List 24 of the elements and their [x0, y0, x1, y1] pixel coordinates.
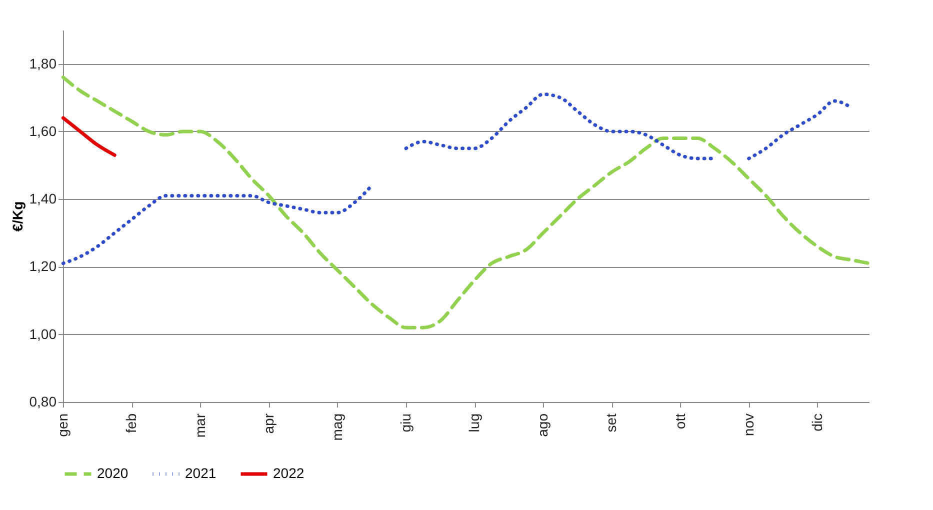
x-tick-label: lug	[466, 414, 482, 432]
line-series	[61, 116, 116, 157]
x-tick-label: apr	[260, 413, 276, 434]
x-tick-label: gen	[54, 414, 71, 437]
x-tick-label: feb	[123, 413, 140, 433]
y-tick-label: 1,60	[29, 122, 57, 139]
y-tick-label: 1,20	[29, 258, 57, 274]
x-tick-label: dic	[808, 414, 825, 432]
legend-label: 2022	[273, 465, 304, 481]
y-tick-label: 1,40	[29, 190, 57, 207]
y-tick-label: 1,80	[29, 55, 57, 72]
legend-label: 2020	[97, 465, 128, 481]
x-tick-label: ott	[672, 413, 688, 430]
x-tick-label: giu	[398, 414, 414, 432]
y-tick-label: 0,80	[29, 394, 57, 410]
x-tick-label: mar	[192, 413, 208, 438]
x-tick-label: nov	[740, 414, 756, 436]
line-series	[61, 76, 871, 330]
y-tick-label: 1,00	[29, 326, 57, 342]
y-axis-title: €/Kg	[9, 201, 26, 232]
x-tick-label: ago	[534, 413, 551, 437]
legend-label: 2021	[185, 465, 216, 481]
x-tick-label: mag	[328, 414, 345, 441]
x-tick-label: set	[603, 413, 620, 432]
